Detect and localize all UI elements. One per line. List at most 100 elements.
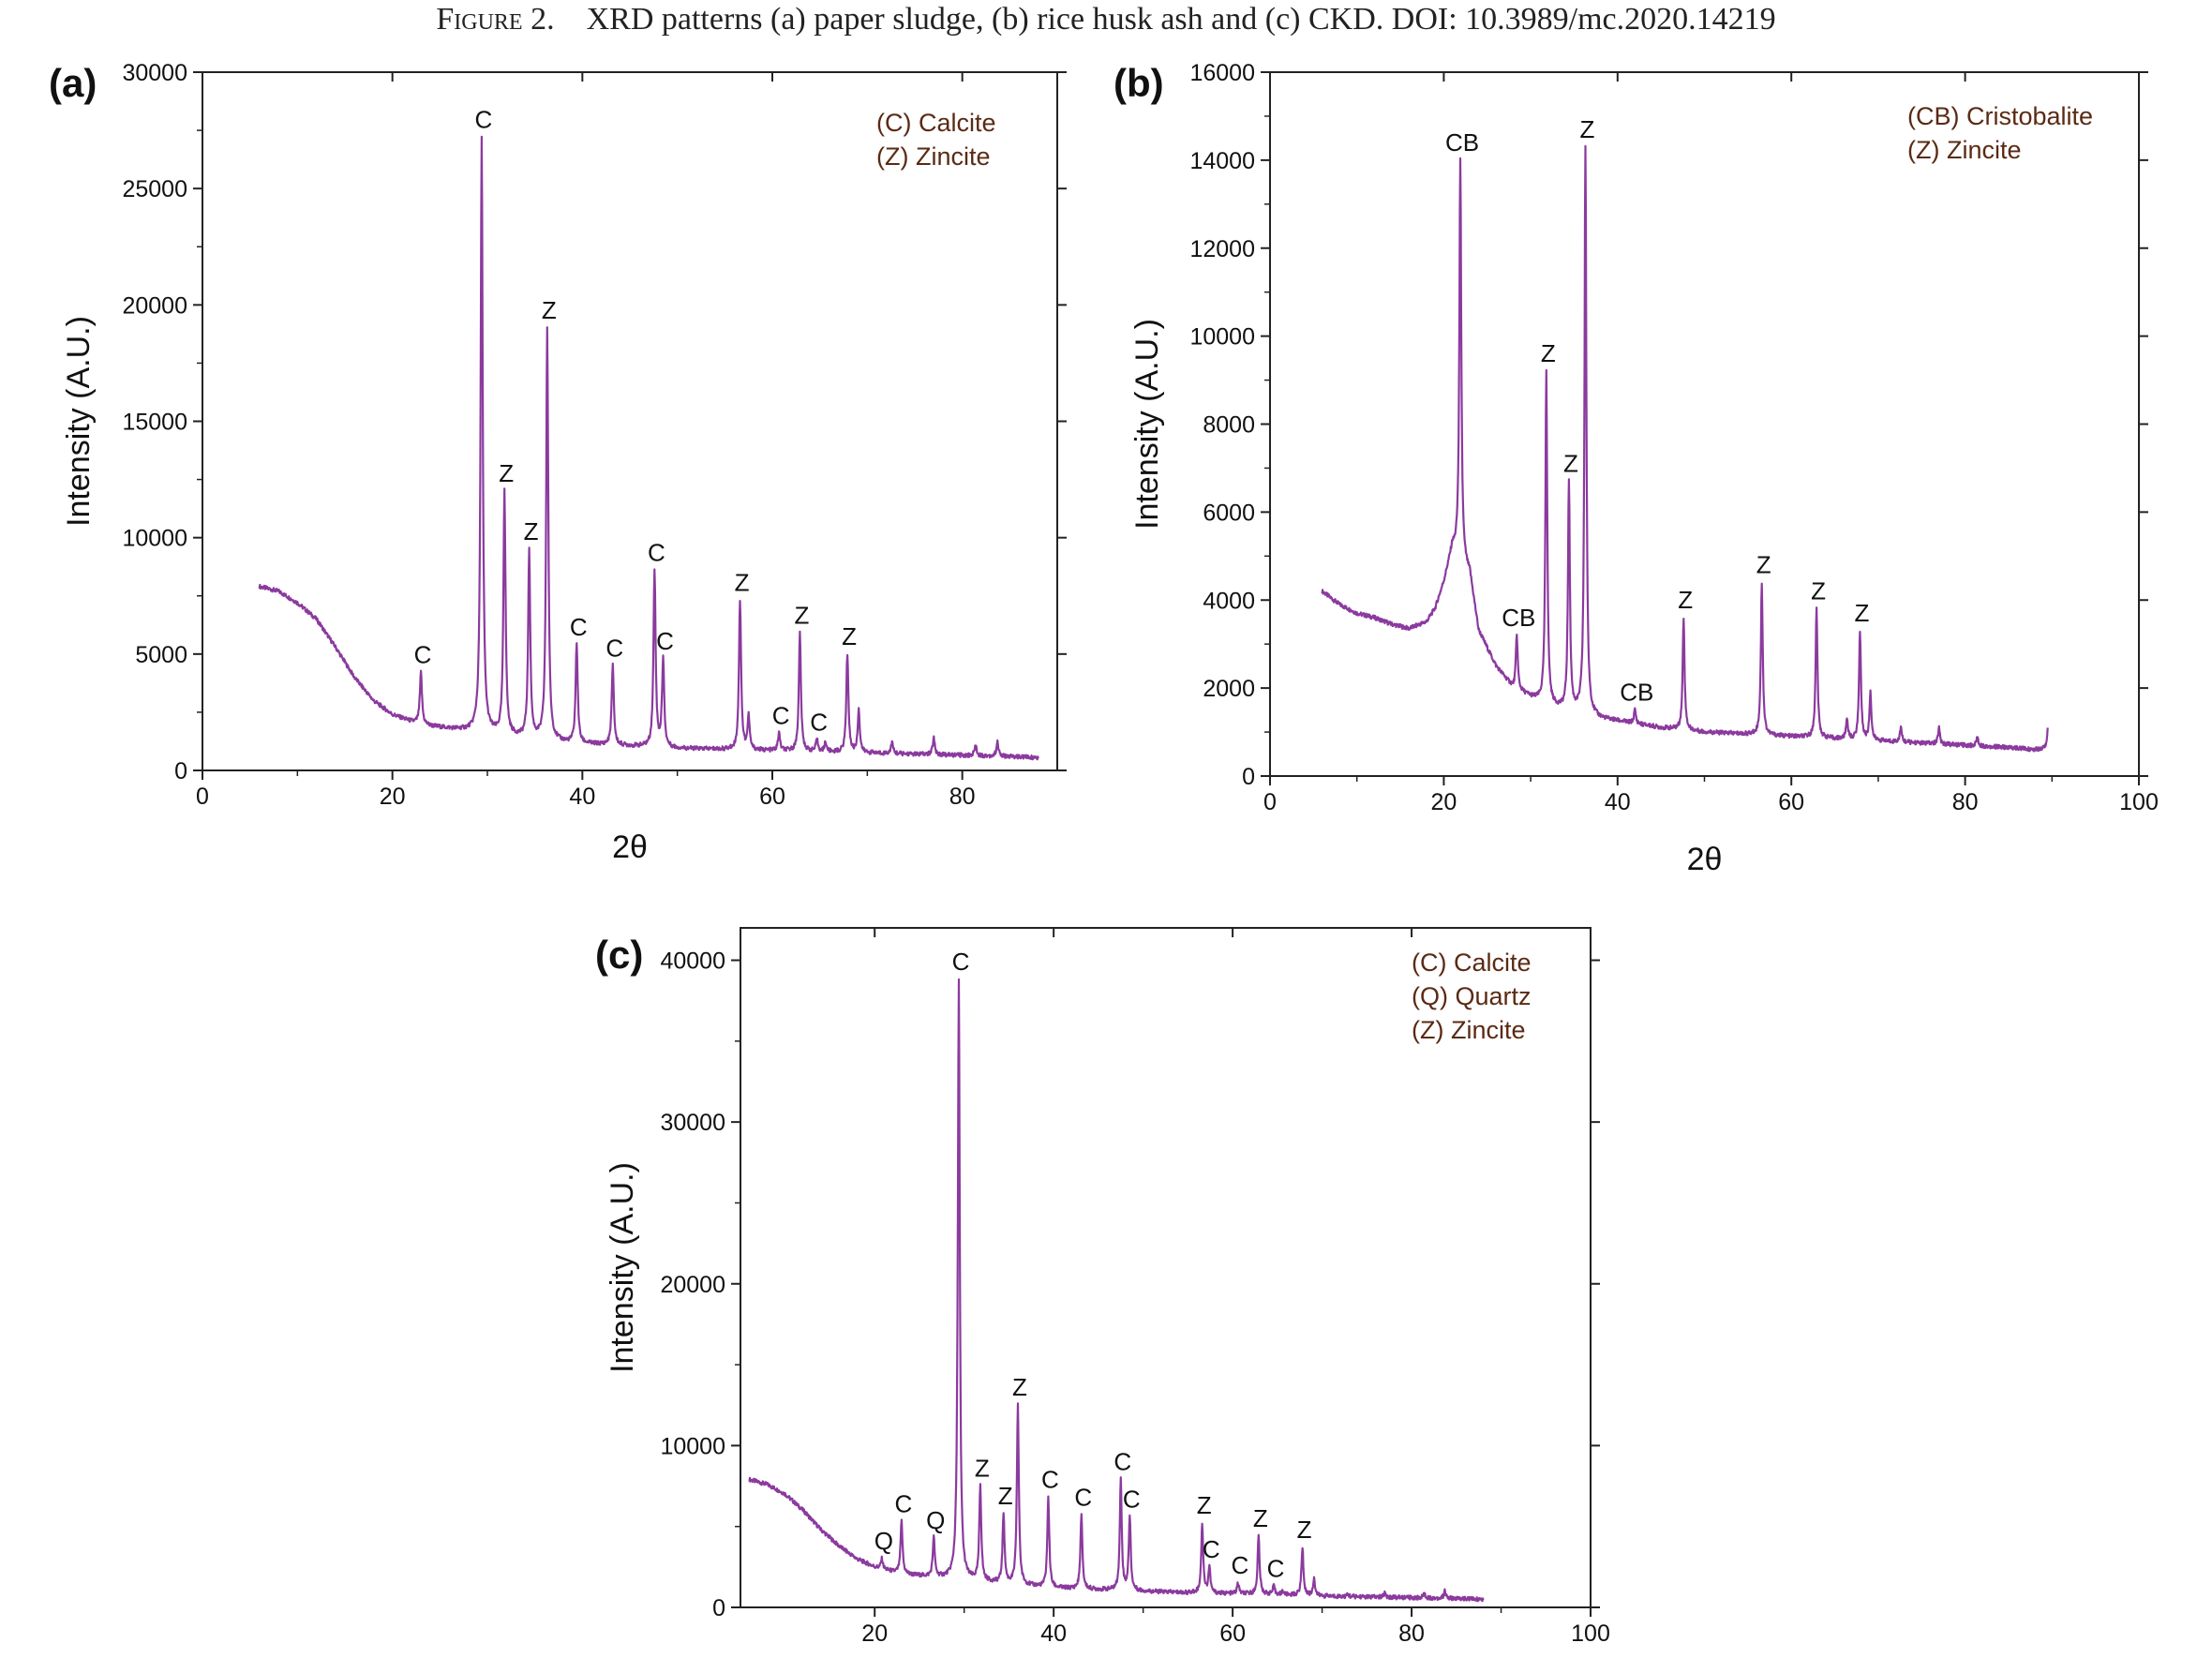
peak-label: Z: [1012, 1373, 1027, 1401]
legend-entry: (Z) Zincite: [1907, 136, 2022, 164]
x-tick-label: 60: [1219, 1621, 1246, 1647]
peak-label: Z: [499, 459, 514, 487]
x-tick-label: 0: [196, 784, 209, 810]
figure-label: Figure 2.: [436, 2, 555, 37]
legend-entry: (Z) Zincite: [1412, 1016, 1526, 1044]
y-tick-label: 20000: [660, 1272, 725, 1298]
x-tick-label: 20: [380, 784, 406, 810]
y-tick-label: 16000: [1189, 60, 1255, 86]
peak-label: Z: [524, 517, 539, 545]
panel-label: (c): [595, 933, 643, 977]
x-tick-label: 60: [759, 784, 785, 810]
peak-label: C: [952, 948, 970, 976]
peak-label: C: [772, 701, 790, 729]
y-tick-label: 8000: [1203, 412, 1255, 439]
legend-entry: (CB) Cristobalite: [1907, 102, 2093, 130]
x-axis-title: 2θ: [1687, 842, 1723, 877]
peak-label: Q: [926, 1506, 945, 1534]
y-tick-label: 14000: [1189, 148, 1255, 174]
y-axis-title: Intensity (A.U.): [605, 1162, 640, 1373]
peak-label: Z: [1297, 1516, 1312, 1544]
x-tick-label: 0: [1263, 789, 1277, 815]
peak-label: Z: [1678, 586, 1693, 614]
peak-label: Z: [998, 1482, 1013, 1510]
peak-label: C: [1041, 1466, 1059, 1494]
legend-entry: (C) Calcite: [876, 109, 996, 137]
y-tick-label: 10000: [122, 526, 187, 552]
peak-label: C: [1231, 1551, 1248, 1579]
plot-frame: [740, 927, 1592, 1608]
x-tick-label: 80: [1398, 1621, 1425, 1647]
peak-label: Q: [874, 1527, 893, 1555]
peak-label: C: [648, 538, 665, 566]
peak-label: C: [810, 709, 828, 737]
y-tick-label: 5000: [135, 642, 187, 668]
xrd-pattern-line: [748, 978, 1485, 1603]
peak-label: C: [1203, 1535, 1220, 1563]
x-tick-label: 80: [949, 784, 976, 810]
y-tick-label: 10000: [1189, 324, 1255, 351]
x-tick-label: 100: [1571, 1621, 1610, 1647]
panel-label: (a): [49, 61, 97, 105]
y-axis-title: Intensity (A.U.): [61, 316, 97, 527]
peak-label: Z: [842, 622, 857, 650]
peak-label: Z: [542, 296, 557, 324]
peak-label: C: [414, 641, 432, 669]
y-tick-label: 15000: [122, 410, 187, 436]
figure-caption: Figure 2. XRD patterns (a) paper sludge,…: [0, 2, 2212, 37]
peak-label: Z: [1563, 450, 1578, 478]
y-tick-label: 10000: [660, 1433, 725, 1459]
y-tick-label: 30000: [122, 60, 187, 86]
peak-label: Z: [1197, 1491, 1212, 1519]
peak-label: C: [1113, 1448, 1131, 1476]
x-tick-label: 40: [1040, 1621, 1067, 1647]
y-axis-title: Intensity (A.U.): [1129, 319, 1165, 530]
peak-label: CB: [1445, 128, 1479, 157]
peak-label: Z: [735, 569, 750, 597]
panel-a-paper-sludge: 0 20 40 60 80 0 5000 10000 15000 20000 25000 30000 2…: [49, 60, 1067, 865]
peak-label: C: [894, 1490, 912, 1518]
y-tick-label: 0: [1242, 764, 1255, 790]
peak-label: Z: [1756, 550, 1771, 578]
x-tick-label: 80: [1952, 789, 1979, 815]
legend-entry: (Z) Zincite: [876, 142, 991, 171]
xrd-pattern-line: [1321, 144, 2049, 753]
peak-label: Z: [975, 1455, 990, 1483]
plot-frame: [1269, 71, 2140, 777]
y-tick-label: 40000: [660, 948, 725, 975]
y-tick-label: 2000: [1203, 676, 1255, 702]
legend-entry: (C) Calcite: [1412, 948, 1532, 977]
peak-label: Z: [1811, 577, 1826, 605]
peak-label: C: [1267, 1555, 1285, 1583]
peak-label: CB: [1502, 604, 1535, 632]
x-tick-label: 40: [569, 784, 595, 810]
panel-b-rice-husk-ash: 0 20 40 60 80 100 0 2000 4000 6000 8000 10000 12000 1…: [1113, 60, 2159, 877]
caption-text: XRD patterns (a) paper sludge, (b) rice …: [586, 2, 1776, 37]
peak-label: Z: [1253, 1504, 1268, 1532]
y-tick-label: 30000: [660, 1110, 725, 1136]
peak-label: C: [1123, 1485, 1141, 1513]
peak-label: Z: [1541, 339, 1556, 367]
panel-label: (b): [1113, 61, 1164, 105]
y-tick-label: 12000: [1189, 236, 1255, 262]
x-tick-label: 20: [861, 1621, 888, 1647]
panel-c-ckd: 20 40 60 80 100 0 10000 20000 30000 40000 2θ Intens…: [595, 927, 1610, 1658]
x-tick-label: 60: [1778, 789, 1804, 815]
y-tick-label: 0: [712, 1595, 725, 1621]
peak-label: CB: [1620, 679, 1653, 707]
peak-label: C: [1074, 1484, 1092, 1512]
y-tick-label: 6000: [1203, 500, 1255, 526]
y-tick-label: 4000: [1203, 588, 1255, 614]
peak-label: Z: [1854, 599, 1869, 627]
xrd-pattern-line: [258, 135, 1039, 761]
y-tick-label: 25000: [122, 176, 187, 202]
y-tick-label: 0: [174, 758, 187, 784]
peak-label: C: [570, 613, 588, 641]
peak-label: C: [605, 634, 623, 662]
peak-label: Z: [794, 601, 809, 629]
legend-entry: (Q) Quartz: [1412, 982, 1532, 1010]
peak-label: C: [475, 106, 493, 134]
x-axis-title: 2θ: [1148, 1654, 1184, 1658]
x-axis-title: 2θ: [612, 829, 648, 865]
